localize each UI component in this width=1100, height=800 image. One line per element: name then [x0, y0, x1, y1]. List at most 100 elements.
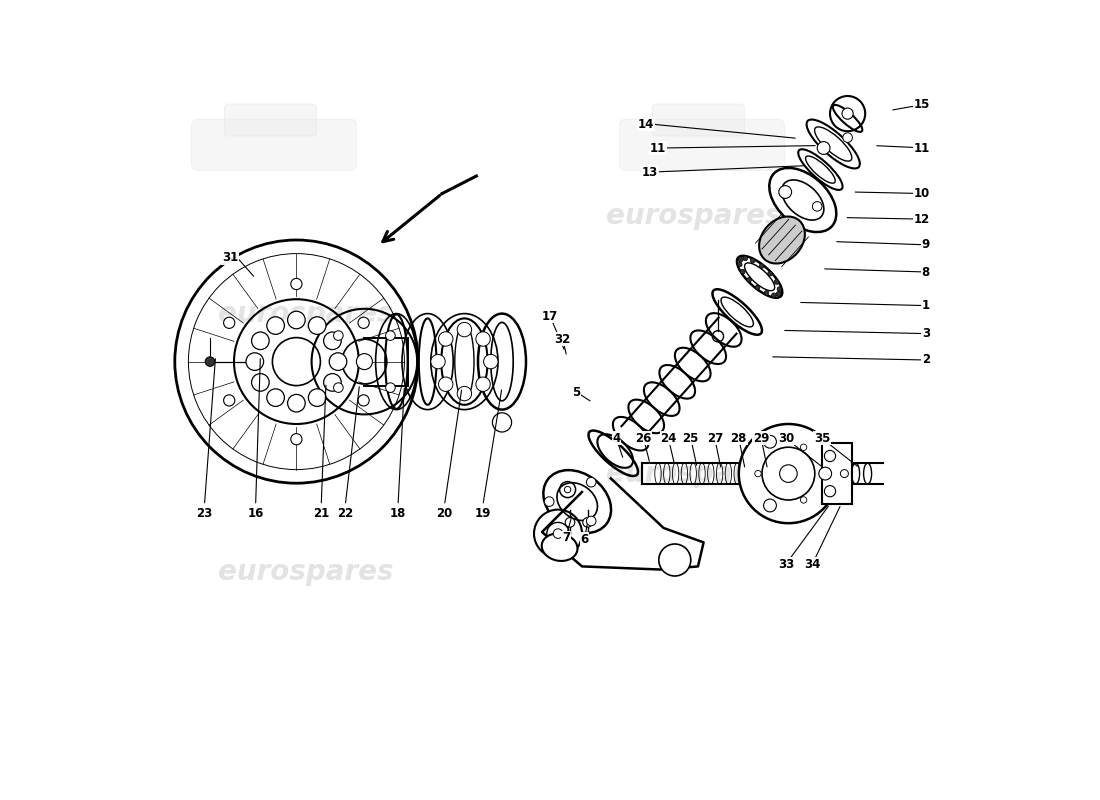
Circle shape: [493, 413, 512, 432]
Circle shape: [439, 377, 453, 391]
Circle shape: [223, 394, 234, 406]
Circle shape: [223, 317, 234, 328]
Circle shape: [750, 258, 756, 263]
Circle shape: [586, 516, 596, 526]
Circle shape: [308, 389, 326, 406]
Circle shape: [768, 271, 772, 276]
Text: eurospares: eurospares: [218, 558, 394, 586]
Circle shape: [737, 262, 742, 267]
Circle shape: [544, 497, 554, 506]
Circle shape: [333, 330, 343, 340]
Circle shape: [356, 354, 373, 370]
Circle shape: [774, 279, 779, 284]
Circle shape: [329, 353, 346, 370]
Circle shape: [801, 444, 806, 450]
Circle shape: [755, 285, 760, 290]
Circle shape: [564, 486, 571, 493]
Text: 19: 19: [474, 507, 491, 520]
Circle shape: [534, 510, 582, 558]
Circle shape: [813, 202, 822, 211]
FancyBboxPatch shape: [191, 119, 356, 170]
Text: 34: 34: [804, 558, 821, 570]
Text: 11: 11: [914, 142, 929, 154]
Text: 2: 2: [922, 354, 930, 366]
Circle shape: [252, 332, 270, 350]
Circle shape: [290, 434, 303, 445]
Circle shape: [586, 478, 596, 487]
Ellipse shape: [543, 470, 612, 533]
Circle shape: [476, 332, 491, 346]
Circle shape: [553, 529, 563, 538]
Circle shape: [583, 518, 593, 527]
Circle shape: [755, 470, 761, 477]
Text: 5: 5: [572, 386, 581, 398]
Bar: [822, 443, 853, 504]
Circle shape: [323, 332, 341, 350]
Circle shape: [565, 518, 575, 527]
Circle shape: [739, 424, 838, 523]
Circle shape: [458, 322, 472, 337]
Circle shape: [246, 353, 264, 370]
Circle shape: [290, 278, 303, 290]
Text: 18: 18: [389, 507, 406, 520]
Text: 16: 16: [248, 507, 264, 520]
Circle shape: [267, 389, 285, 406]
Circle shape: [252, 374, 270, 391]
Text: 25: 25: [683, 432, 698, 445]
Text: 28: 28: [730, 432, 747, 445]
Circle shape: [484, 354, 498, 369]
Circle shape: [763, 499, 777, 512]
Circle shape: [431, 354, 446, 369]
Text: 29: 29: [754, 432, 769, 445]
Text: 22: 22: [337, 507, 353, 520]
Text: 6: 6: [581, 533, 589, 546]
Circle shape: [840, 470, 848, 478]
Circle shape: [777, 286, 782, 291]
Text: 11: 11: [650, 142, 666, 154]
Circle shape: [842, 108, 854, 119]
Circle shape: [764, 290, 769, 295]
Circle shape: [308, 317, 326, 334]
FancyBboxPatch shape: [224, 104, 317, 136]
Circle shape: [777, 291, 781, 296]
Circle shape: [779, 186, 792, 198]
Circle shape: [476, 377, 491, 391]
Circle shape: [386, 383, 395, 393]
Text: 20: 20: [437, 507, 452, 520]
Text: 3: 3: [922, 327, 930, 340]
Circle shape: [738, 258, 742, 262]
Circle shape: [358, 394, 370, 406]
Text: 15: 15: [914, 98, 929, 110]
Text: 31: 31: [222, 251, 238, 264]
Text: 21: 21: [314, 507, 329, 520]
Circle shape: [439, 332, 453, 346]
Text: 35: 35: [814, 432, 830, 445]
Circle shape: [267, 317, 285, 334]
Circle shape: [843, 133, 852, 142]
Text: 33: 33: [778, 558, 794, 570]
Ellipse shape: [759, 217, 805, 263]
Circle shape: [333, 383, 343, 393]
Circle shape: [287, 311, 305, 329]
Text: 9: 9: [922, 238, 930, 251]
FancyBboxPatch shape: [652, 104, 745, 136]
Text: 10: 10: [914, 187, 929, 200]
Text: 17: 17: [542, 310, 558, 322]
Text: 24: 24: [660, 432, 676, 445]
Text: 13: 13: [641, 166, 658, 178]
Circle shape: [386, 330, 395, 340]
FancyBboxPatch shape: [619, 119, 784, 170]
Circle shape: [323, 374, 341, 391]
Circle shape: [763, 435, 777, 448]
Circle shape: [740, 270, 745, 274]
Circle shape: [747, 278, 751, 282]
Circle shape: [824, 450, 836, 462]
Circle shape: [771, 293, 777, 298]
Text: 12: 12: [914, 213, 929, 226]
Circle shape: [759, 264, 764, 269]
Text: 27: 27: [706, 432, 723, 445]
Circle shape: [206, 357, 214, 366]
Circle shape: [742, 256, 748, 261]
Circle shape: [824, 486, 836, 497]
Text: 8: 8: [922, 266, 930, 278]
